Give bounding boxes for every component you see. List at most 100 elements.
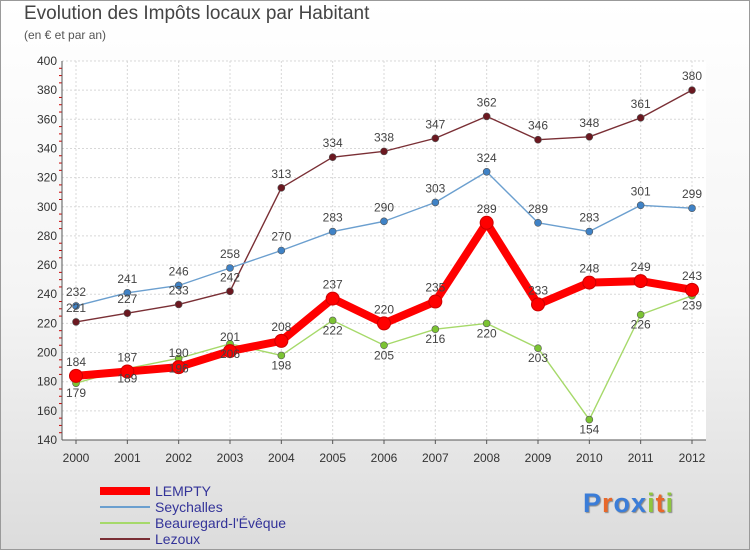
x-tick-label: 2012	[679, 451, 706, 465]
data-label: 301	[631, 184, 651, 198]
data-point	[120, 364, 135, 379]
data-label: 233	[528, 283, 548, 297]
x-tick-label: 2001	[114, 451, 141, 465]
data-point	[633, 274, 648, 289]
data-point	[431, 198, 440, 207]
data-label: 232	[66, 285, 86, 299]
data-label: 154	[579, 423, 599, 437]
data-label: 334	[323, 136, 343, 150]
x-tick-label: 2006	[371, 451, 398, 465]
y-tick-label: 380	[37, 83, 57, 97]
data-point	[688, 204, 696, 213]
data-point	[636, 201, 645, 210]
data-point	[328, 227, 337, 236]
x-tick-label: 2010	[576, 451, 603, 465]
x-tick-label: 2007	[422, 451, 449, 465]
data-point	[123, 309, 132, 317]
legend-swatch	[100, 538, 150, 540]
series-layer	[69, 86, 699, 424]
data-label: 348	[579, 116, 599, 130]
data-label: 361	[631, 97, 651, 111]
data-label: 241	[117, 272, 137, 286]
data-label: 208	[271, 320, 291, 334]
data-label: 184	[66, 355, 86, 369]
x-tick-label: 2011	[628, 451, 654, 465]
data-label: 242	[220, 270, 240, 284]
data-point	[325, 291, 340, 306]
data-point	[174, 281, 183, 290]
data-label: 338	[374, 130, 394, 144]
data-point	[482, 319, 491, 328]
data-label: 198	[271, 358, 291, 372]
data-point	[479, 215, 494, 230]
data-point	[69, 368, 83, 383]
data-point	[636, 114, 645, 122]
data-label: 299	[682, 187, 702, 201]
data-point	[380, 147, 388, 156]
data-label: 189	[117, 372, 137, 386]
data-point	[482, 112, 491, 121]
data-label: 270	[271, 230, 291, 244]
chart-title: Evolution des Impôts locaux par Habitant	[24, 3, 370, 24]
legend-swatch	[100, 506, 150, 508]
data-point	[688, 86, 696, 94]
x-tick-label: 2005	[319, 451, 346, 465]
data-label: 249	[631, 260, 651, 274]
data-label: 324	[477, 151, 497, 165]
data-label: 226	[631, 318, 651, 332]
data-point	[585, 227, 594, 236]
data-label: 222	[323, 323, 343, 337]
y-tick-label: 260	[37, 258, 57, 272]
grid-layer	[62, 60, 706, 441]
data-label: 362	[477, 95, 497, 109]
data-point	[72, 318, 80, 326]
data-label: 220	[374, 302, 394, 316]
data-point	[328, 153, 337, 162]
logo-letter: o	[613, 488, 632, 518]
logo-letter: x	[631, 488, 648, 518]
data-label: 196	[169, 361, 189, 375]
data-label: 248	[579, 262, 599, 276]
y-tick-label: 220	[37, 316, 57, 330]
data-point	[636, 310, 645, 319]
legend-swatch	[100, 522, 150, 524]
y-tick-label: 240	[37, 287, 57, 301]
axis-layer: 140 160 180 200 220 240 260 280 300 320 340 360 380 4…	[37, 54, 706, 465]
logo-letter: t	[655, 488, 666, 518]
data-label: 380	[682, 69, 702, 83]
data-point	[274, 333, 289, 348]
logo-letter: i	[647, 488, 656, 518]
x-tick-label: 2000	[63, 451, 90, 465]
y-tick-label: 360	[37, 112, 57, 126]
logo-letter: i	[665, 488, 675, 518]
data-point	[428, 294, 443, 309]
data-label: 206	[220, 347, 240, 361]
data-point	[123, 288, 132, 297]
data-point	[277, 184, 286, 192]
data-label: 235	[425, 281, 445, 295]
data-label: 203	[528, 351, 548, 365]
data-label-layer: 184 187 190 201 208 237 220 235 289 233 248 249 243 2…	[66, 69, 702, 436]
data-label: 289	[477, 202, 497, 216]
legend-label: Lezoux	[155, 531, 201, 547]
data-point	[534, 344, 542, 352]
y-tick-label: 320	[37, 171, 57, 185]
data-label: 283	[323, 211, 343, 225]
data-point	[226, 264, 234, 272]
data-point	[226, 287, 234, 296]
data-point	[482, 167, 491, 176]
y-tick-label: 140	[37, 433, 57, 447]
data-point	[534, 135, 542, 144]
y-tick-label: 340	[37, 141, 57, 155]
data-point	[380, 217, 388, 226]
data-point	[585, 133, 594, 141]
data-point	[328, 316, 337, 325]
x-tick-label: 2003	[217, 451, 244, 465]
data-point	[380, 341, 388, 350]
data-point	[685, 282, 699, 297]
data-label: 190	[169, 346, 189, 360]
data-point	[223, 344, 237, 359]
data-label: 239	[682, 299, 702, 313]
data-label: 346	[528, 119, 548, 133]
data-label: 243	[682, 269, 702, 283]
